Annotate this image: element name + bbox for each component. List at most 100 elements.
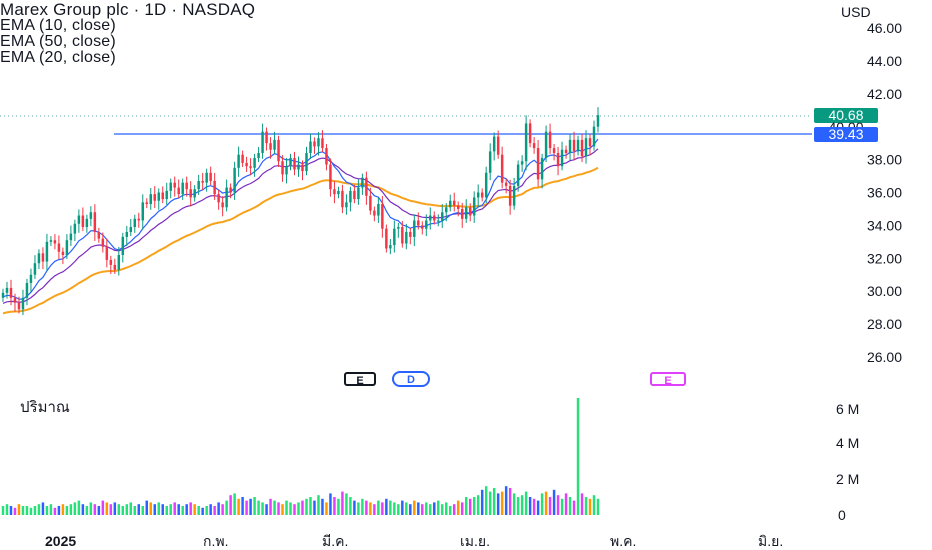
candle-body[interactable] — [425, 220, 428, 229]
volume-bar[interactable] — [69, 504, 73, 515]
volume-bar[interactable] — [373, 504, 376, 515]
volume-bar[interactable] — [596, 498, 600, 515]
ema-20-label[interactable]: EMA (20, close) — [0, 49, 116, 66]
volume-bar[interactable] — [397, 504, 400, 515]
volume-bar[interactable] — [145, 500, 148, 515]
volume-bar[interactable] — [41, 502, 45, 515]
volume-bar[interactable] — [413, 500, 416, 515]
volume-bar[interactable] — [468, 498, 472, 515]
volume-bar[interactable] — [496, 493, 500, 515]
candle-body[interactable] — [492, 136, 496, 152]
candle-body[interactable] — [309, 141, 312, 154]
volume-bar[interactable] — [33, 506, 37, 515]
volume-bar[interactable] — [401, 500, 404, 515]
volume-bar[interactable] — [453, 504, 456, 515]
volume-bar[interactable] — [568, 497, 572, 515]
candle-body[interactable] — [37, 253, 41, 264]
candle-body[interactable] — [464, 207, 468, 219]
volume-bar[interactable] — [141, 506, 145, 515]
candle-body[interactable] — [9, 287, 13, 298]
candle-body[interactable] — [592, 126, 596, 147]
candle-body[interactable] — [560, 149, 564, 167]
candle-body[interactable] — [33, 263, 37, 275]
volume-bar[interactable] — [437, 500, 440, 515]
candle-body[interactable] — [381, 204, 384, 229]
candle-body[interactable] — [257, 153, 260, 158]
volume-bar[interactable] — [217, 502, 220, 515]
volume-bar[interactable] — [313, 500, 316, 515]
volume-bar[interactable] — [337, 498, 340, 515]
candle-body[interactable] — [544, 131, 548, 158]
candle-body[interactable] — [329, 164, 332, 190]
volume-bar[interactable] — [325, 502, 328, 515]
volume-bar[interactable] — [77, 500, 81, 515]
candle-body[interactable] — [369, 195, 372, 211]
volume-bar[interactable] — [377, 500, 380, 515]
volume-bar[interactable] — [89, 502, 93, 515]
candle-body[interactable] — [472, 197, 476, 216]
candle-body[interactable] — [596, 115, 600, 127]
candle-body[interactable] — [480, 192, 484, 198]
candle-body[interactable] — [341, 190, 344, 208]
ema-20-line[interactable] — [2, 148, 599, 304]
candle-body[interactable] — [253, 157, 256, 168]
candle-body[interactable] — [149, 194, 152, 205]
candle-body[interactable] — [437, 220, 440, 222]
candle-body[interactable] — [113, 264, 117, 270]
volume-bar[interactable] — [85, 506, 89, 515]
candle-body[interactable] — [89, 212, 93, 219]
volume-bar[interactable] — [121, 506, 125, 515]
candle-body[interactable] — [161, 192, 164, 200]
volume-bar[interactable] — [25, 506, 29, 515]
future-earnings-badge[interactable]: E — [650, 372, 686, 387]
candle-body[interactable] — [460, 208, 464, 219]
volume-bar[interactable] — [117, 504, 121, 515]
ema-50-line[interactable] — [2, 166, 599, 315]
volume-bar[interactable] — [584, 497, 588, 515]
candle-body[interactable] — [61, 251, 65, 256]
candle-body[interactable] — [385, 228, 388, 249]
candle-body[interactable] — [41, 253, 45, 262]
volume-bar[interactable] — [169, 504, 172, 515]
candle-body[interactable] — [301, 164, 304, 172]
volume-bar[interactable] — [17, 504, 21, 515]
volume-bar[interactable] — [285, 500, 288, 515]
volume-bar[interactable] — [137, 504, 141, 515]
candle-body[interactable] — [133, 218, 137, 228]
volume-bar[interactable] — [353, 500, 356, 515]
volume-bar[interactable] — [113, 502, 117, 515]
volume-bar[interactable] — [516, 497, 520, 515]
volume-bar[interactable] — [449, 506, 452, 515]
volume-bar[interactable] — [213, 506, 216, 515]
candle-body[interactable] — [524, 123, 528, 162]
candle-body[interactable] — [189, 189, 192, 198]
volume-bar[interactable] — [205, 506, 208, 515]
volume-bar[interactable] — [57, 506, 61, 515]
candle-body[interactable] — [536, 148, 540, 180]
candle-body[interactable] — [365, 177, 368, 196]
volume-bar[interactable] — [269, 498, 272, 515]
candle-body[interactable] — [516, 164, 520, 186]
volume-bar[interactable] — [417, 502, 420, 515]
candle-body[interactable] — [93, 212, 97, 232]
volume-bar[interactable] — [560, 498, 564, 515]
volume-bar[interactable] — [321, 498, 324, 515]
candle-body[interactable] — [393, 228, 396, 246]
candle-body[interactable] — [417, 220, 420, 226]
candle-body[interactable] — [85, 218, 89, 228]
volume-bar[interactable] — [429, 504, 432, 515]
volume-bar[interactable] — [177, 504, 180, 515]
candle-body[interactable] — [29, 274, 33, 283]
candle-body[interactable] — [345, 202, 348, 208]
volume-bar[interactable] — [209, 504, 212, 515]
volume-bar[interactable] — [245, 500, 248, 515]
candle-body[interactable] — [233, 167, 236, 193]
volume-bar[interactable] — [381, 502, 384, 515]
volume-bar[interactable] — [488, 491, 492, 515]
symbol-title[interactable]: Marex Group plc · 1D · NASDAQ — [0, 0, 256, 19]
volume-bar[interactable] — [405, 502, 408, 515]
candle-body[interactable] — [584, 138, 588, 157]
candle-body[interactable] — [373, 210, 376, 216]
volume-bar[interactable] — [588, 498, 592, 515]
candle-body[interactable] — [209, 172, 212, 181]
